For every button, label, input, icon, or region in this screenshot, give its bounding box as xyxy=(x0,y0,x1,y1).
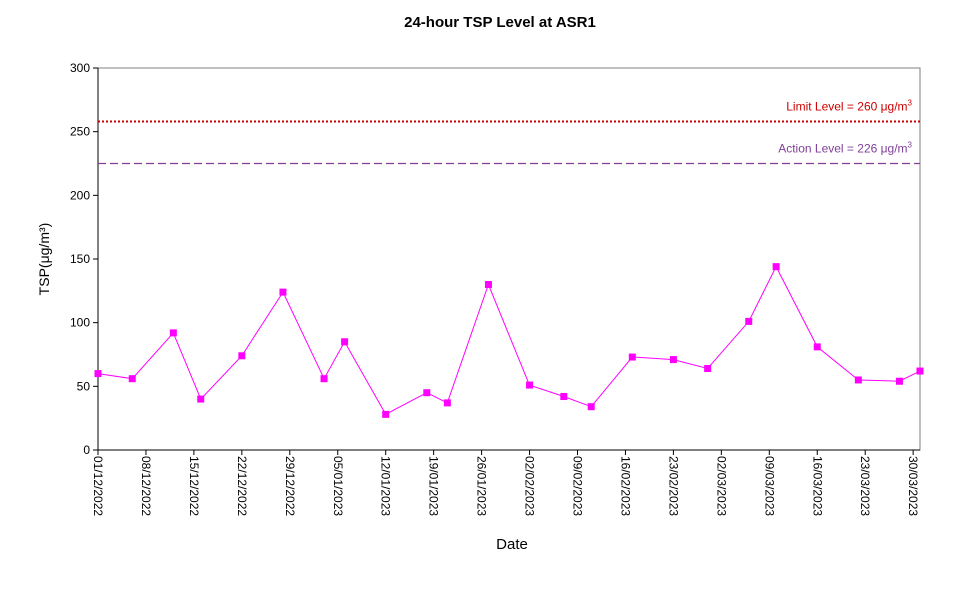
x-tick-label: 22/12/2022 xyxy=(235,456,249,516)
y-tick-label: 250 xyxy=(70,125,90,139)
x-tick-label: 19/01/2023 xyxy=(427,456,441,516)
y-tick-label: 200 xyxy=(70,188,90,202)
data-point xyxy=(669,356,677,364)
data-point xyxy=(279,288,287,296)
y-axis-ticks: 0 50 100 150 200 250 300 xyxy=(70,61,98,457)
x-tick-label: 02/03/2023 xyxy=(714,456,728,516)
chart-title: 24-hour TSP Level at ASR1 xyxy=(404,14,596,31)
data-point xyxy=(560,393,568,401)
plot-area xyxy=(97,67,921,451)
data-point xyxy=(895,377,903,385)
data-point xyxy=(197,395,205,403)
y-tick-label: 100 xyxy=(70,316,90,330)
data-point xyxy=(745,317,753,325)
data-point xyxy=(704,365,712,373)
data-point xyxy=(854,376,862,384)
x-tick-label: 09/03/2023 xyxy=(762,456,776,516)
x-tick-label: 12/01/2023 xyxy=(379,456,393,516)
data-point xyxy=(772,263,780,271)
x-tick-label: 23/02/2023 xyxy=(666,456,680,516)
x-tick-label: 16/02/2023 xyxy=(618,456,632,516)
data-point xyxy=(813,343,821,351)
data-point xyxy=(320,375,328,383)
y-tick-label: 300 xyxy=(70,61,90,75)
data-point xyxy=(238,352,246,360)
x-tick-label: 29/12/2022 xyxy=(283,456,297,516)
reference-lines: Limit Level = 260 μg/m3 Action Level = 22… xyxy=(98,98,920,165)
action-level-label: Action Level = 226 μg/m3 xyxy=(778,141,912,156)
data-point xyxy=(484,280,492,288)
x-tick-label: 09/02/2023 xyxy=(571,456,585,516)
x-tick-label: 08/12/2022 xyxy=(139,456,153,516)
data-point xyxy=(628,353,636,361)
data-point xyxy=(169,329,177,337)
x-axis-ticks: 01/12/2022 08/12/2022 15/12/2022 22/12/2022… xyxy=(91,450,920,516)
y-axis-label: TSP(μg/m³) xyxy=(36,223,52,296)
x-tick-label: 26/01/2023 xyxy=(475,456,489,516)
x-tick-label: 16/03/2023 xyxy=(810,456,824,516)
y-tick-label: 150 xyxy=(70,252,90,266)
x-tick-label: 01/12/2022 xyxy=(91,456,105,516)
data-point xyxy=(128,375,136,383)
data-point xyxy=(916,367,924,375)
data-point xyxy=(382,410,390,418)
data-point xyxy=(94,370,102,378)
data-point xyxy=(587,403,595,411)
x-tick-label: 02/02/2023 xyxy=(523,456,537,516)
data-point xyxy=(341,338,349,346)
limit-level-label: Limit Level = 260 μg/m3 xyxy=(786,98,912,113)
x-tick-label: 30/03/2023 xyxy=(906,456,920,516)
data-point xyxy=(443,399,451,407)
x-tick-label: 05/01/2023 xyxy=(331,456,345,516)
series-line xyxy=(97,265,921,415)
x-axis-label: Date xyxy=(496,536,528,553)
series-tsp xyxy=(94,263,924,418)
x-tick-label: 23/03/2023 xyxy=(858,456,872,516)
x-tick-label: 15/12/2022 xyxy=(187,456,201,516)
data-point xyxy=(423,389,431,397)
y-tick-label: 50 xyxy=(77,379,91,393)
data-point xyxy=(526,381,534,389)
y-tick-label: 0 xyxy=(83,443,90,457)
